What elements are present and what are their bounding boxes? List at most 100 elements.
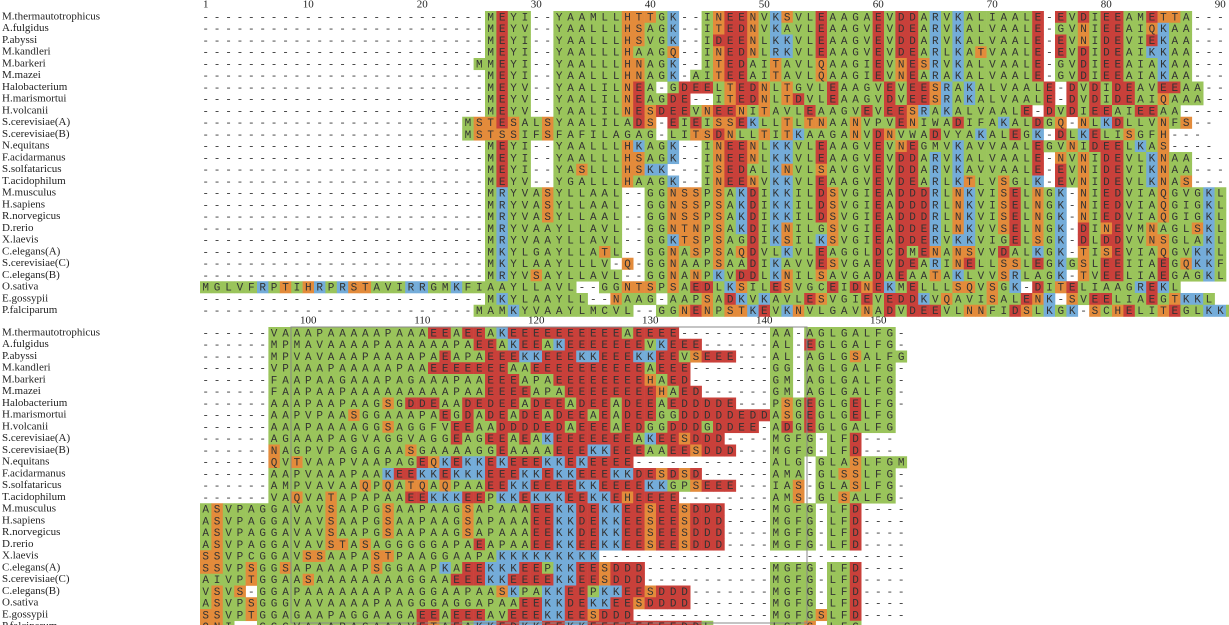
residue-bg <box>462 515 474 528</box>
residue-bg <box>542 409 554 422</box>
residue-bg <box>872 385 885 398</box>
residue-bg <box>1009 210 1022 223</box>
residue-bg <box>599 609 611 622</box>
residue-bg <box>393 456 406 469</box>
residue-bg <box>1100 11 1113 24</box>
residue-bg <box>576 550 588 563</box>
residue-bg <box>496 432 509 445</box>
residue-bg <box>257 585 269 598</box>
residue-bg <box>507 22 520 35</box>
residue-bg <box>678 597 691 610</box>
residue-bg <box>872 350 885 363</box>
residue-bg <box>1089 257 1101 270</box>
residue-bg <box>348 468 360 481</box>
residue-bg <box>952 34 965 47</box>
residue-bg <box>473 503 486 516</box>
residue-bg <box>735 81 748 94</box>
residue-bg <box>359 432 372 445</box>
residue-bg <box>849 234 862 247</box>
residue-bg <box>895 199 908 212</box>
residue-bg <box>667 210 680 223</box>
residue-bg <box>838 573 851 586</box>
residue-bg <box>838 456 851 469</box>
residue-bg <box>1134 163 1147 176</box>
residue-bg <box>234 550 246 563</box>
residue-bg <box>781 152 794 165</box>
sequence: ------MPVAVAAAPAAAAPAEAPAEEEKKEEEKKEEEKK… <box>202 352 909 364</box>
residue-bg <box>872 22 885 35</box>
residue-bg <box>439 491 452 504</box>
residue-bg <box>804 246 816 259</box>
residue-bg <box>633 385 645 398</box>
residue-bg <box>496 22 509 35</box>
residue-bg <box>1077 222 1090 235</box>
residue-bg <box>1032 246 1044 259</box>
residue-bg <box>861 269 873 282</box>
species-name: Halobacterium <box>2 81 68 93</box>
residue-bg <box>872 34 885 47</box>
residue-bg <box>804 210 816 223</box>
residue-bg <box>827 163 839 176</box>
residue-bg <box>1020 304 1033 317</box>
residue-bg <box>279 609 292 622</box>
residue-bg <box>941 304 953 317</box>
residue-bg <box>701 421 714 434</box>
residue-bg <box>587 22 600 35</box>
residue-bg <box>1089 69 1101 82</box>
residue-bg <box>678 503 691 516</box>
residue-bg <box>792 46 805 59</box>
residue-bg <box>861 374 873 387</box>
residue-bg <box>838 444 851 457</box>
residue-bg <box>599 81 611 94</box>
residue-bg <box>599 46 611 59</box>
residue-bg <box>1112 257 1124 270</box>
residue-bg <box>861 293 873 306</box>
residue-bg <box>530 432 543 445</box>
residue-bg <box>348 456 360 469</box>
residue-bg <box>291 397 303 410</box>
residue-bg <box>1077 293 1090 306</box>
residue-bg <box>895 22 908 35</box>
residue-bg <box>1134 152 1147 165</box>
residue-bg <box>952 269 965 282</box>
residue-bg <box>770 46 782 59</box>
residue-bg <box>462 374 474 387</box>
residue-bg <box>656 69 668 82</box>
residue-bg <box>553 327 566 340</box>
residue-bg <box>941 246 953 259</box>
residue-bg <box>918 152 930 165</box>
residue-bg <box>941 128 953 141</box>
residue-bg <box>849 46 862 59</box>
residue-bg <box>770 397 782 410</box>
residue-bg <box>348 338 360 351</box>
residue-bg <box>439 444 452 457</box>
species-name: H.volcanii <box>2 420 48 432</box>
residue-bg <box>633 152 645 165</box>
residue-bg <box>633 432 645 445</box>
residue-bg <box>963 293 976 306</box>
residue-bg <box>1043 116 1056 129</box>
residue-bg <box>587 350 600 363</box>
residue-bg <box>713 34 725 47</box>
species-name: S.solfataricus <box>2 163 62 175</box>
residue-bg <box>804 515 816 528</box>
residue-bg <box>849 609 862 622</box>
residue-bg <box>382 338 395 351</box>
residue-bg <box>1100 246 1113 259</box>
residue-bg <box>1100 257 1113 270</box>
residue-bg <box>542 573 554 586</box>
residue-bg <box>530 421 543 434</box>
residue-bg <box>359 421 372 434</box>
residue-bg <box>770 11 782 24</box>
residue-bg <box>998 58 1010 71</box>
residue-bg <box>564 491 577 504</box>
residue-bg <box>1169 11 1181 24</box>
residue-bg <box>1020 163 1033 176</box>
residue-bg <box>804 597 816 610</box>
residue-bg <box>758 187 771 200</box>
residue-bg <box>667 269 680 282</box>
residue-bg <box>667 338 680 351</box>
residue-bg <box>1146 105 1158 118</box>
residue-bg <box>690 69 702 82</box>
residue-bg <box>382 327 395 340</box>
